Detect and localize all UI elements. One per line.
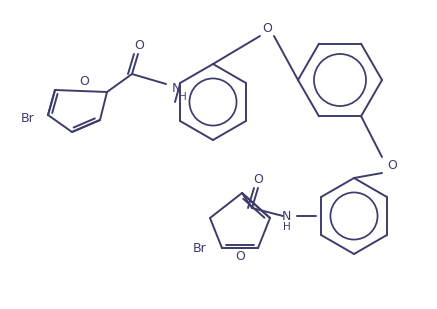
Text: O: O <box>134 39 144 52</box>
Text: H: H <box>179 92 187 102</box>
Text: O: O <box>262 22 272 35</box>
Text: N: N <box>281 210 291 222</box>
Text: O: O <box>253 172 263 185</box>
Text: O: O <box>235 251 245 264</box>
Text: Br: Br <box>20 112 34 125</box>
Text: H: H <box>283 222 291 232</box>
Text: Br: Br <box>193 242 207 255</box>
Text: O: O <box>387 159 397 171</box>
Text: O: O <box>79 74 89 87</box>
Text: N: N <box>172 82 181 95</box>
